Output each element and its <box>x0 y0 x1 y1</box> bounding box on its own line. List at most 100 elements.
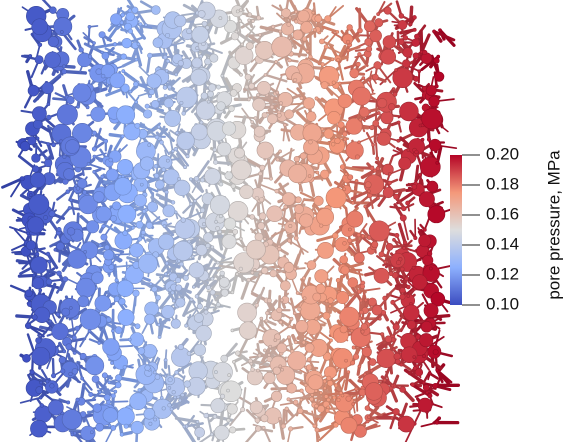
pore <box>144 24 147 27</box>
pore <box>438 29 441 32</box>
pore <box>47 142 50 145</box>
pore <box>108 424 111 427</box>
pore <box>39 396 42 399</box>
pore <box>171 347 190 366</box>
pore <box>348 238 352 242</box>
pore <box>319 391 322 394</box>
pore <box>384 7 391 14</box>
pore <box>29 54 32 57</box>
pore <box>228 374 231 377</box>
pore <box>111 425 116 430</box>
pore <box>392 348 395 351</box>
pore <box>138 237 142 241</box>
pore <box>108 381 111 384</box>
colorbar-tick-label: 0.12 <box>486 264 519 283</box>
pore <box>63 277 68 282</box>
pore <box>32 107 46 121</box>
pore <box>288 16 291 19</box>
pore <box>106 317 111 322</box>
pore <box>281 424 285 428</box>
pore <box>204 413 209 418</box>
pore <box>123 365 127 369</box>
pore <box>373 120 379 126</box>
pore <box>421 53 432 64</box>
pore <box>115 375 122 382</box>
pore <box>308 375 323 390</box>
pore <box>229 106 235 112</box>
pore <box>211 246 214 249</box>
pore <box>427 251 432 256</box>
pore <box>438 417 441 420</box>
pore <box>165 190 168 193</box>
pore <box>257 93 260 96</box>
throat <box>109 401 128 402</box>
pore <box>264 73 267 76</box>
pore <box>357 233 361 237</box>
pore <box>270 105 274 109</box>
pore <box>254 117 257 120</box>
pore <box>301 22 313 34</box>
pore <box>373 169 376 172</box>
pore <box>121 54 127 60</box>
pore <box>313 424 317 428</box>
pore <box>262 112 267 117</box>
pore <box>62 410 82 430</box>
throat <box>169 132 173 151</box>
pore <box>140 183 143 186</box>
pore <box>321 63 325 67</box>
pore <box>60 30 63 33</box>
pore <box>362 347 372 357</box>
pore <box>66 344 72 350</box>
pore <box>99 244 102 247</box>
pore <box>103 250 113 260</box>
colorbar-tick-label: 0.16 <box>486 204 519 223</box>
pore <box>306 50 309 53</box>
pore <box>429 139 441 151</box>
pore <box>134 194 146 206</box>
pore <box>278 247 282 251</box>
pore <box>306 112 316 122</box>
pore <box>288 427 292 431</box>
pore <box>422 109 442 129</box>
pore <box>315 97 318 100</box>
pore <box>368 78 371 81</box>
pore <box>239 20 242 23</box>
pore <box>99 31 105 37</box>
pore <box>284 205 288 209</box>
pore <box>413 53 419 59</box>
pore <box>345 173 348 176</box>
pore <box>46 252 50 256</box>
pore <box>435 421 438 424</box>
pore <box>231 291 234 294</box>
pore <box>175 73 178 76</box>
pore <box>288 164 306 182</box>
pore <box>155 374 160 379</box>
pore <box>437 55 440 58</box>
pore <box>256 369 259 372</box>
pore <box>288 59 291 62</box>
pore <box>111 329 114 332</box>
pore <box>172 299 175 302</box>
pore <box>104 245 109 250</box>
pore <box>317 242 333 258</box>
pore <box>358 28 363 33</box>
pore <box>186 155 189 158</box>
pore <box>168 386 171 389</box>
pore <box>71 433 74 436</box>
pore <box>250 362 253 365</box>
pore <box>207 100 210 103</box>
pore <box>191 69 207 85</box>
pore <box>270 96 273 99</box>
pore <box>162 407 165 410</box>
pore <box>210 54 218 62</box>
pore <box>129 90 132 93</box>
pore <box>383 296 387 300</box>
pore <box>36 137 39 140</box>
pore <box>315 317 318 320</box>
pore <box>173 241 192 260</box>
throat <box>19 275 34 276</box>
pore <box>412 184 417 189</box>
pore <box>407 295 410 298</box>
pore <box>256 41 274 59</box>
pore <box>234 148 244 158</box>
